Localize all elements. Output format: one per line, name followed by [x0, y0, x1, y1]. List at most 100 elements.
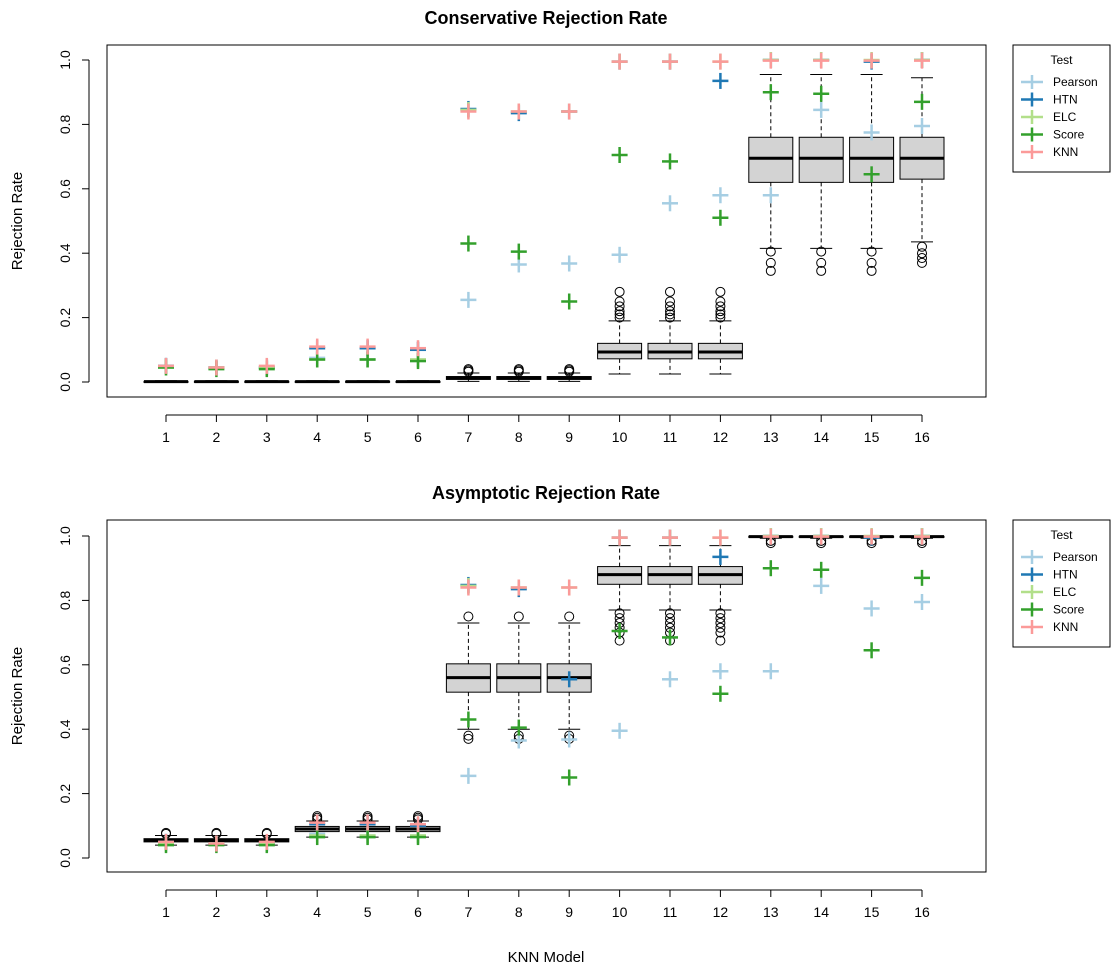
point-score — [762, 84, 779, 101]
plot-frame — [106, 44, 987, 398]
y-tick-label: 0.6 — [57, 179, 73, 199]
outlier-point — [715, 608, 726, 619]
outlier-point — [715, 613, 726, 624]
outlier-point — [917, 248, 927, 259]
legend-title: Test — [1050, 53, 1073, 67]
series-htn — [158, 528, 930, 852]
legend-item-pearson: Pearson — [1021, 75, 1098, 89]
point-knn — [863, 52, 880, 69]
point-knn — [611, 529, 628, 546]
outlier-point — [614, 309, 625, 320]
legend-box — [1012, 44, 1111, 173]
legend-label: Score — [1053, 603, 1085, 617]
point-score — [510, 243, 527, 260]
y-tick-label: 0.0 — [57, 848, 73, 868]
point-knn — [410, 340, 426, 357]
box-7 — [445, 364, 491, 382]
legend-item-elc: ELC — [1021, 585, 1077, 599]
point-knn — [863, 528, 880, 545]
legend-item-elc: ELC — [1021, 110, 1077, 124]
y-tick-label: 0.0 — [57, 372, 73, 392]
legend-label: ELC — [1053, 585, 1077, 599]
point-score — [460, 711, 477, 728]
x-tick-label: 11 — [663, 904, 678, 920]
legend-item-knn: KNN — [1021, 620, 1078, 634]
x-tick-label: 4 — [313, 904, 321, 920]
point-pearson — [561, 255, 578, 272]
y-tick-label: 0.6 — [57, 655, 73, 675]
x-tick-label: 13 — [763, 904, 779, 920]
y-tick-label: 0.8 — [57, 590, 73, 610]
outlier-point — [715, 617, 726, 628]
point-pearson — [611, 722, 628, 739]
panel-asymptotic: Asymptotic Rejection Rate 0.0 0.2 0.4 0.6 0.8… — [9, 483, 1111, 920]
point-pearson — [863, 600, 880, 617]
box-12 — [697, 286, 743, 375]
x-tick-label: 10 — [612, 904, 628, 920]
point-score — [914, 93, 930, 110]
point-knn — [914, 52, 930, 69]
point-pearson — [662, 671, 678, 688]
point-knn — [762, 528, 779, 545]
outlier-point — [715, 301, 726, 312]
point-pearson — [712, 663, 729, 680]
outlier-point — [614, 306, 625, 317]
box-4 — [294, 380, 340, 384]
x-tick-label: 4 — [313, 429, 321, 445]
x-tick-label: 2 — [213, 904, 221, 920]
point-knn — [258, 833, 275, 850]
point-knn — [611, 53, 628, 70]
point-pearson — [460, 767, 477, 784]
y-axis-label: Rejection Rate — [9, 647, 26, 745]
point-pearson — [460, 291, 477, 308]
point-knn — [712, 529, 729, 546]
x-tick-label: 7 — [465, 429, 473, 445]
y-axis-label: Rejection Rate — [9, 172, 26, 270]
box-8 — [496, 364, 542, 382]
x-tick-label: 7 — [465, 904, 473, 920]
box-10 — [597, 545, 643, 646]
point-score — [863, 642, 880, 659]
point-knn — [158, 833, 174, 850]
x-tick-label: 3 — [263, 904, 271, 920]
outlier-point — [715, 296, 726, 307]
legend: Test Pearson HTN ELC Score KNN — [1012, 44, 1111, 173]
x-tick-label: 1 — [162, 429, 170, 445]
x-tick-label: 8 — [515, 904, 523, 920]
point-score — [561, 769, 578, 786]
outlier-point — [665, 309, 675, 320]
outlier-point — [665, 286, 675, 297]
outlier-point — [463, 364, 474, 375]
point-knn — [813, 52, 830, 69]
outlier-point — [463, 733, 474, 744]
legend-title: Test — [1050, 528, 1073, 542]
legend-item-score: Score — [1021, 127, 1085, 142]
chart-title: Conservative Rejection Rate — [424, 8, 667, 28]
y-tick-label: 1.0 — [57, 50, 73, 70]
point-score — [510, 719, 527, 736]
plot-frame — [106, 519, 987, 873]
x-tick-label: 2 — [213, 429, 221, 445]
point-score — [662, 153, 678, 170]
point-knn — [258, 357, 275, 374]
point-knn — [309, 814, 326, 831]
point-score — [611, 622, 628, 639]
series-knn — [158, 52, 930, 376]
outlier-point — [917, 241, 927, 252]
outlier-point — [665, 608, 675, 619]
box-9 — [546, 364, 592, 382]
point-score — [813, 561, 830, 578]
x-tick-label: 5 — [364, 429, 372, 445]
point-pearson — [914, 594, 930, 611]
point-knn — [712, 53, 729, 70]
point-knn — [662, 529, 678, 546]
outlier-point — [715, 312, 726, 323]
legend-item-knn: KNN — [1021, 145, 1078, 159]
point-knn — [158, 357, 174, 374]
point-knn — [813, 528, 830, 545]
outlier-point — [816, 257, 827, 268]
point-knn — [914, 528, 930, 545]
outlier-point — [665, 312, 675, 323]
point-pearson — [813, 101, 830, 118]
x-tick-label: 14 — [813, 904, 829, 920]
